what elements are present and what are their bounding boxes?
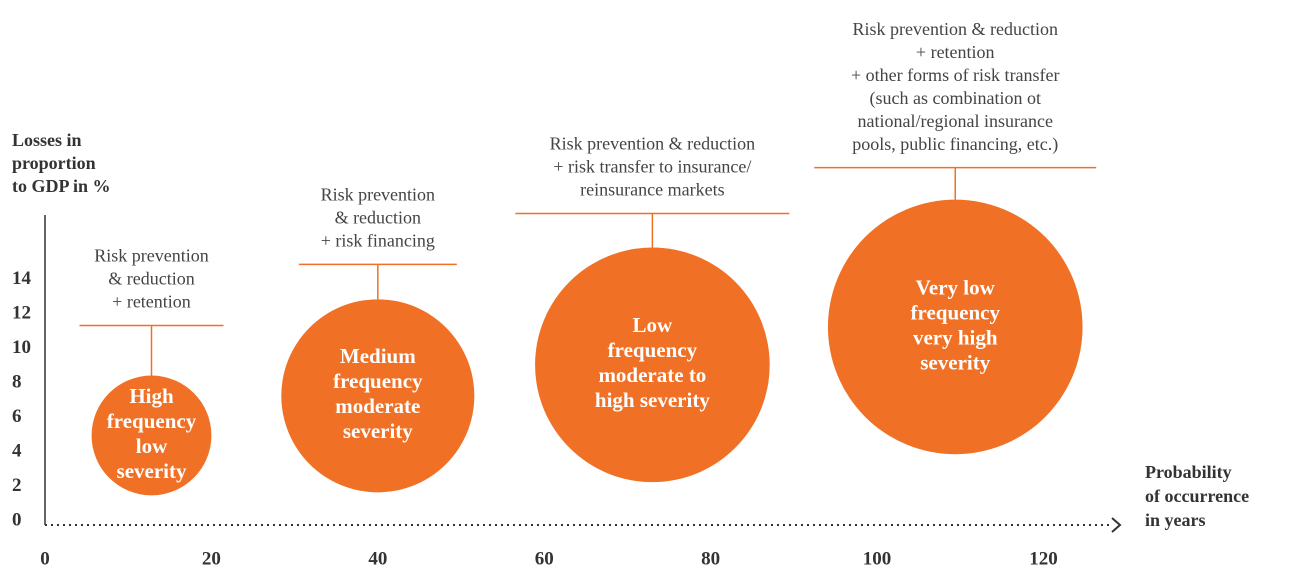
y-tick-label: 6 xyxy=(12,406,22,427)
y-axis-title: Losses in xyxy=(12,130,82,150)
strategy-text: reinsurance markets xyxy=(580,180,724,200)
strategy-text: Risk prevention & reduction xyxy=(853,19,1058,39)
bubble xyxy=(827,199,1083,455)
strategy-text: pools, public financing, etc.) xyxy=(852,134,1058,155)
bubble-label: severity xyxy=(343,419,413,443)
strategy-text: national/regional insurance xyxy=(858,111,1053,131)
x-tick-label: 120 xyxy=(1029,548,1058,569)
x-tick-label: 0 xyxy=(40,548,50,569)
bubble-label: Very low xyxy=(916,275,996,299)
bubble xyxy=(91,375,212,496)
strategy-text: & reduction xyxy=(335,207,421,227)
strategy-text: + retention xyxy=(112,292,191,312)
x-axis-title: of occurrence xyxy=(1145,486,1249,506)
bubble-label: frequency xyxy=(333,369,423,393)
strategy-text: Risk prevention xyxy=(94,246,209,266)
bubble xyxy=(281,299,475,493)
strategy-text: & reduction xyxy=(108,269,194,289)
bubble-label: high severity xyxy=(595,388,710,412)
y-axis-title: proportion xyxy=(12,153,96,173)
bubble-label: very high xyxy=(913,325,998,349)
y-tick-label: 12 xyxy=(12,303,31,324)
bubble-label: frequency xyxy=(911,300,1001,324)
y-tick-label: 2 xyxy=(12,475,22,496)
bubble xyxy=(535,247,770,483)
bubble-label: severity xyxy=(117,459,187,483)
strategy-text: + other forms of risk transfer xyxy=(851,65,1060,85)
bubble-label: frequency xyxy=(107,409,197,433)
x-axis-title: Probability xyxy=(1145,462,1232,482)
x-tick-label: 40 xyxy=(368,548,387,569)
y-axis-title: to GDP in % xyxy=(12,176,111,196)
bubble-label: Low xyxy=(633,313,674,337)
x-axis-title: in years xyxy=(1145,510,1206,530)
strategy-text: + retention xyxy=(916,42,995,62)
x-tick-label: 60 xyxy=(535,548,554,569)
x-tick-label: 100 xyxy=(863,548,892,569)
bubble-label: moderate xyxy=(335,394,420,418)
y-tick-label: 4 xyxy=(12,440,22,461)
y-tick-label: 8 xyxy=(12,372,22,393)
bubble-label: Medium xyxy=(340,344,416,368)
bubble-label: moderate to xyxy=(598,363,706,387)
bubble-label: severity xyxy=(920,350,990,374)
strategy-text: Risk prevention xyxy=(321,184,436,204)
strategy-text: Risk prevention & reduction xyxy=(550,134,755,154)
axis-arrow xyxy=(1111,517,1122,533)
strategy-text: (such as combination ot xyxy=(870,88,1041,109)
bubble-label: High xyxy=(129,384,174,408)
y-tick-label: 10 xyxy=(12,337,31,358)
bubble-label: frequency xyxy=(608,338,698,362)
strategy-text: + risk transfer to insurance/ xyxy=(553,157,751,177)
x-tick-label: 80 xyxy=(701,548,720,569)
x-tick-label: 20 xyxy=(202,548,221,569)
y-tick-label: 14 xyxy=(12,268,32,289)
bubble-label: low xyxy=(136,434,168,458)
y-tick-label: 0 xyxy=(12,509,22,530)
strategy-text: + risk financing xyxy=(321,230,435,250)
